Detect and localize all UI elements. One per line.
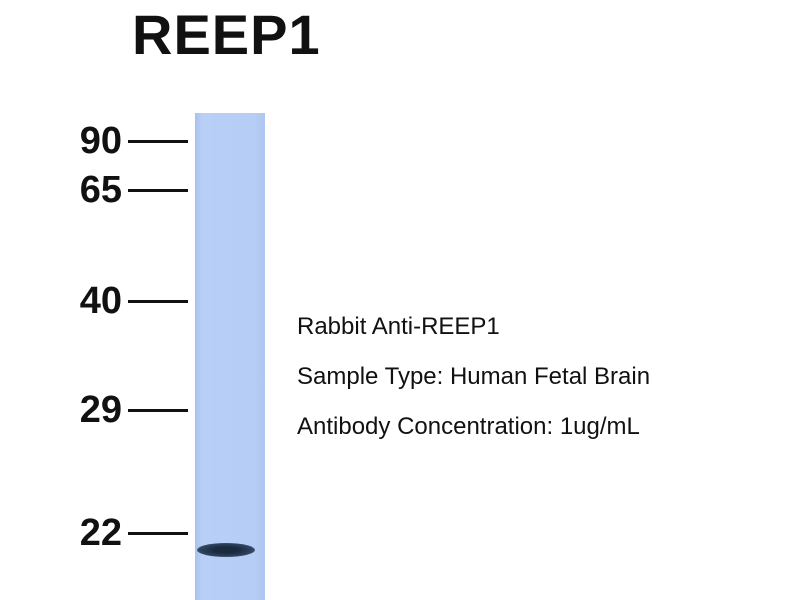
marker-label: 90: [79, 120, 122, 162]
blot-title: REEP1: [132, 3, 321, 66]
marker-tick: [128, 532, 188, 535]
marker-label: 29: [79, 389, 122, 431]
blot-lane: [195, 113, 265, 600]
marker-90: 90: [60, 121, 190, 161]
marker-tick: [128, 300, 188, 303]
marker-65: 65: [60, 170, 190, 210]
marker-22: 22: [60, 513, 190, 553]
sample-type-label: Sample Type: Human Fetal Brain: [297, 363, 651, 390]
concentration-label: Antibody Concentration: 1ug/mL: [297, 413, 640, 440]
marker-40: 40: [60, 281, 190, 321]
marker-29: 29: [60, 390, 190, 430]
marker-tick: [128, 189, 188, 192]
marker-label: 22: [79, 512, 122, 554]
marker-label: 65: [79, 169, 122, 211]
marker-label: 40: [79, 280, 122, 322]
protein-band: [197, 543, 255, 557]
antibody-label: Rabbit Anti-REEP1: [297, 313, 500, 340]
marker-tick: [128, 409, 188, 412]
marker-tick: [128, 140, 188, 143]
